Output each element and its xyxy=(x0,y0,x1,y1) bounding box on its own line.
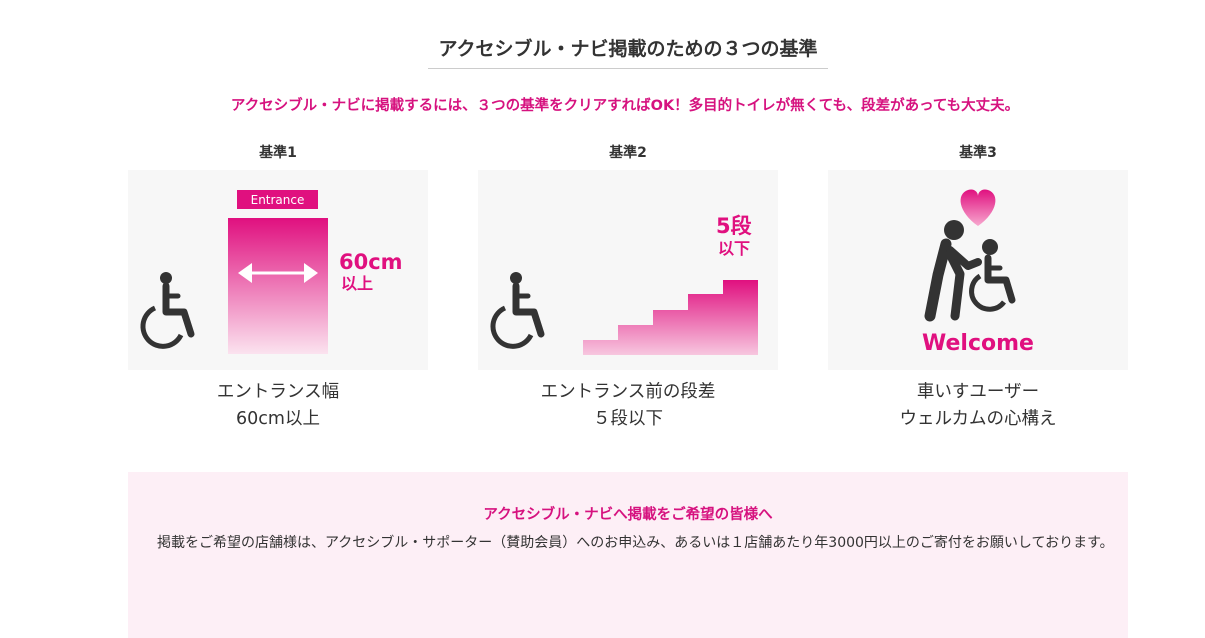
criterion-label: 基準2 xyxy=(609,145,647,161)
criterion-2-graphic: 5段 以下 xyxy=(478,170,778,370)
caption-line: ウェルカムの心構え xyxy=(899,409,1057,429)
info-box: アクセシブル・ナビへ掲載をご希望の皆様へ 掲載をご希望の店舗様は、アクセシブル・… xyxy=(128,472,1128,638)
lead-text: アクセシブル・ナビに掲載するには、３つの基準をクリアすればOK！多目的トイレが無… xyxy=(230,98,1020,114)
criterion-3-graphic: Welcome xyxy=(828,170,1128,370)
steps-suffix: 以下 xyxy=(718,239,750,258)
caption-line: 60cm以上 xyxy=(236,409,320,429)
wheelchair-icon xyxy=(140,272,195,349)
welcome-label: Welcome xyxy=(922,331,1034,356)
criterion-1-graphic: Entrance 60cm 以上 xyxy=(128,170,428,370)
caregiver-with-wheelchair-icon xyxy=(924,220,1016,322)
caption-line: エントランス前の段差 xyxy=(540,382,716,402)
info-title: アクセシブル・ナビへ掲載をご希望の皆様へ xyxy=(483,507,773,523)
stairs-graphic xyxy=(583,280,758,355)
caption-line: ５段以下 xyxy=(593,409,663,429)
criterion-label: 基準1 xyxy=(259,145,297,161)
section-title: アクセシブル・ナビ掲載のための３つの基準 xyxy=(438,38,818,60)
criterion-label: 基準3 xyxy=(959,145,997,161)
criterion-1-caption: エントランス幅 60cm以上 xyxy=(128,379,428,433)
heart-icon xyxy=(960,189,996,226)
wheelchair-icon xyxy=(490,272,545,349)
criterion-2: 基準2 5段 以下 エントランス前の段差 ５段以下 xyxy=(478,144,778,433)
title-divider xyxy=(428,68,828,69)
caption-line: エントランス幅 xyxy=(216,382,340,402)
info-body: 掲載をご希望の店舗様は、アクセシブル・サポーター（賛助会員）へのお申込み、あるい… xyxy=(157,535,1114,551)
criterion-2-caption: エントランス前の段差 ５段以下 xyxy=(478,379,778,433)
entrance-badge xyxy=(237,190,318,209)
width-value: 60cm xyxy=(339,250,403,274)
caption-line: 車いすユーザー xyxy=(916,382,1040,402)
criterion-3-caption: 車いすユーザー ウェルカムの心構え xyxy=(828,379,1128,433)
criterion-1: 基準1 Entrance 60cm 以上 xyxy=(128,144,428,433)
entrance-badge-label: Entrance xyxy=(251,193,305,207)
width-suffix: 以上 xyxy=(341,274,373,293)
door-gradient xyxy=(228,218,328,354)
width-arrow-icon xyxy=(238,263,318,283)
criterion-3: 基準3 Welcome 車いすユーザー xyxy=(828,144,1128,433)
steps-value: 5段 xyxy=(716,214,752,238)
